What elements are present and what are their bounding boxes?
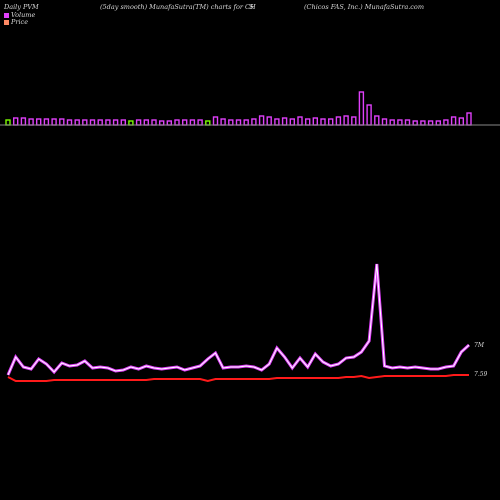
volume-bar [297, 116, 303, 126]
volume-bar [427, 120, 434, 126]
volume-bar [20, 117, 27, 126]
volume-bar [36, 118, 42, 126]
volume-bar [243, 119, 249, 126]
volume-bar [74, 119, 80, 126]
volume-bar [105, 119, 111, 126]
volume-bar [420, 120, 426, 126]
volume-bar [158, 120, 165, 126]
volume-bar [12, 117, 19, 126]
volume-bar [235, 119, 242, 126]
volume-bar [120, 119, 127, 126]
volume-bar [89, 119, 96, 126]
volume-bar [412, 120, 418, 126]
volume-bar [189, 119, 196, 126]
chart-title: (5day smooth) MunafaSutra(TM) charts for… [100, 3, 256, 11]
volume-bar [320, 118, 326, 126]
pvm-end-label: 7M [474, 342, 485, 349]
volume-bar [335, 116, 342, 126]
volume-bar [404, 119, 411, 126]
volume-bar [274, 118, 280, 126]
volume-bar [59, 118, 65, 126]
volume-bar [251, 118, 257, 126]
volume-bar [397, 119, 403, 126]
volume-bars [5, 91, 472, 126]
volume-bar [181, 119, 188, 126]
volume-bar [328, 118, 334, 126]
chart-company: (Chicos FAS, Inc.) MunafaSutra.com [304, 3, 424, 11]
legend-volume-swatch [4, 12, 9, 18]
volume-bar [289, 118, 295, 126]
volume-bar [97, 119, 103, 126]
pvm-line [6, 263, 471, 376]
legend-price-label: Price [11, 18, 29, 26]
volume-bar [174, 119, 180, 126]
volume-bar [466, 112, 472, 126]
volume-bar [228, 119, 234, 126]
chart-subtitle-left: Daily PVM [4, 3, 39, 11]
volume-bar [28, 118, 34, 126]
volume-bar [51, 118, 57, 126]
volume-bar [82, 119, 88, 126]
volume-bar [266, 116, 272, 126]
volume-bar [374, 115, 380, 126]
volume-bar [112, 119, 119, 126]
volume-bar [305, 118, 311, 126]
price-line [7, 374, 469, 383]
legend-volume-label: Volume [11, 11, 36, 19]
volume-bar [443, 119, 449, 126]
volume-bar [220, 118, 226, 126]
volume-bar [458, 117, 464, 126]
volume-bar [358, 91, 365, 126]
volume-bar [5, 119, 11, 126]
pvm-line-core [7, 263, 470, 376]
volume-bar [343, 115, 349, 126]
legend-price: Price [4, 18, 28, 26]
volume-bar [128, 120, 134, 126]
volume-bar [212, 116, 219, 126]
volume-bar [366, 104, 372, 126]
volume-bar [435, 120, 441, 126]
volume-bar [381, 118, 388, 126]
volume-bar [66, 119, 73, 126]
volume-bar [43, 118, 50, 126]
volume-bar [205, 120, 211, 126]
volume-bar [450, 116, 457, 126]
volume-bar [281, 117, 288, 126]
volume-bar [197, 119, 203, 126]
price-end-label: 7.59 [474, 371, 488, 378]
volume-bar [166, 120, 173, 126]
volume-bar [312, 117, 318, 126]
volume-bar [135, 119, 142, 126]
legend-volume: Volume [4, 11, 35, 19]
volume-bar [151, 119, 157, 126]
volume-bar [258, 115, 265, 126]
volume-bar [389, 119, 395, 126]
volume-bar [143, 119, 150, 126]
legend-price-swatch [4, 19, 9, 25]
chart-title-suffix: S [249, 3, 254, 11]
volume-bar [351, 116, 357, 126]
